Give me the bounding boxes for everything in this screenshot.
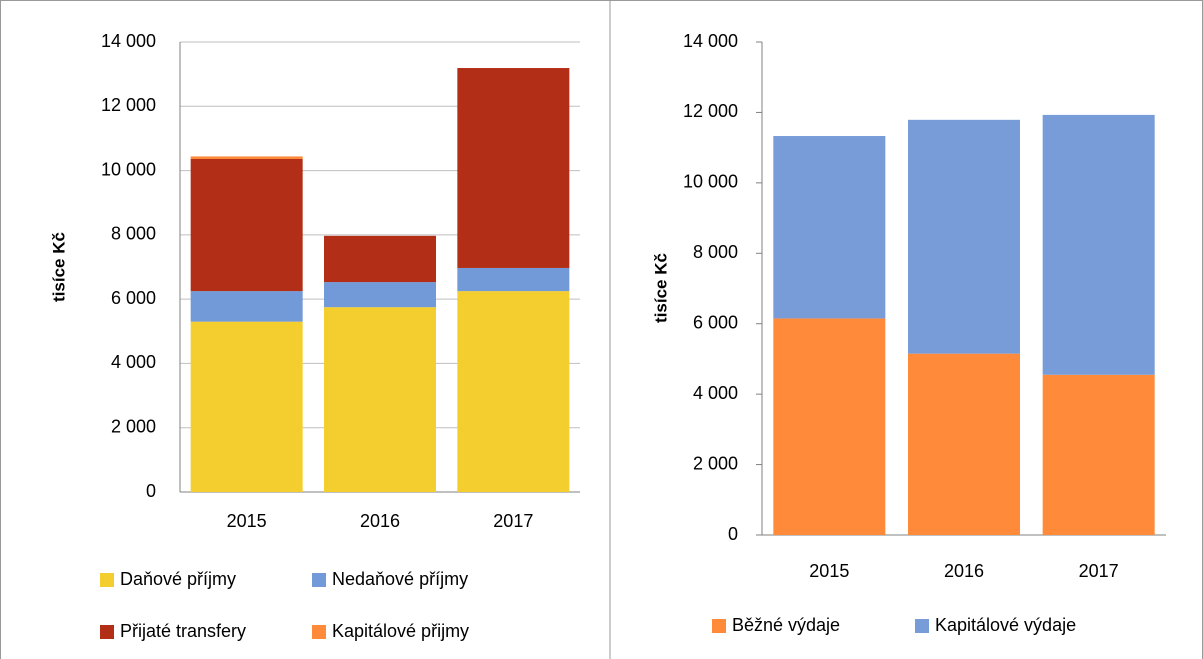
bar (457, 291, 570, 492)
x-tick-label: 2015 (809, 561, 849, 581)
x-tick-label: 2016 (944, 561, 984, 581)
legend-label: Nedaňové příjmy (332, 569, 468, 589)
x-tick-label: 2016 (360, 511, 400, 531)
bar (190, 321, 303, 492)
bar (324, 282, 436, 308)
legend-label: Daňové příjmy (120, 569, 236, 589)
y-tick-label: 2 000 (111, 416, 156, 436)
bar (190, 291, 303, 322)
y-tick-label: 4 000 (693, 383, 738, 403)
y-tick-label: 2 000 (693, 453, 738, 473)
y-tick-label: 4 000 (111, 352, 156, 372)
y-tick-label: 10 000 (101, 159, 156, 179)
y-tick-label: 10 000 (683, 172, 738, 192)
y-tick-label: 6 000 (693, 312, 738, 332)
x-tick-label: 2017 (1079, 561, 1119, 581)
y-tick-label: 0 (146, 481, 156, 501)
y-tick-label: 8 000 (693, 242, 738, 262)
legend-label: Přijaté transfery (120, 621, 246, 641)
y-tick-label: 14 000 (101, 31, 156, 51)
legend-swatch (712, 619, 726, 633)
bar (457, 68, 570, 268)
legend-swatch (312, 625, 326, 639)
legend-swatch (100, 573, 114, 587)
bar (190, 159, 303, 292)
y-tick-label: 6 000 (111, 288, 156, 308)
legend-swatch (312, 573, 326, 587)
legend-label: Běžné výdaje (732, 615, 840, 635)
x-tick-label: 2015 (227, 511, 267, 531)
bar (457, 267, 570, 292)
y-tick-label: 8 000 (111, 224, 156, 244)
y-tick-label: 0 (728, 524, 738, 544)
bar (908, 353, 1020, 535)
bar (324, 307, 436, 492)
y-tick-label: 12 000 (101, 95, 156, 115)
bar (190, 156, 303, 159)
y-axis-label: tisíce Kč (49, 232, 68, 302)
legend-label: Kapitálové přijmy (332, 621, 469, 641)
legend-swatch (915, 619, 929, 633)
bar (773, 136, 886, 319)
bar (1042, 114, 1155, 375)
y-axis-label: tisíce Kč (651, 253, 670, 323)
bar (908, 119, 1020, 354)
legend-label: Kapitálové výdaje (935, 615, 1076, 635)
bar (773, 318, 886, 535)
y-tick-label: 12 000 (683, 101, 738, 121)
x-tick-label: 2017 (493, 511, 533, 531)
legend-swatch (100, 625, 114, 639)
y-tick-label: 14 000 (683, 31, 738, 51)
bar (324, 235, 436, 283)
bar (1042, 374, 1155, 535)
